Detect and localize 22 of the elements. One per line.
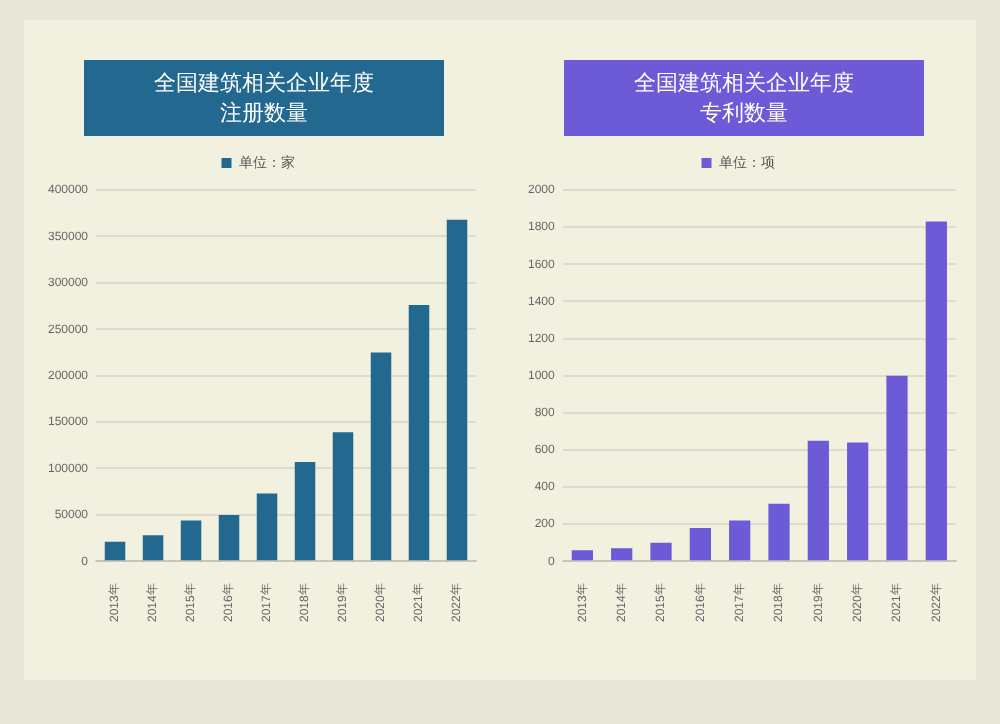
bar [729, 520, 751, 561]
bar [847, 442, 869, 561]
bar [332, 432, 354, 561]
bar [925, 221, 947, 561]
bar [571, 550, 593, 561]
bar [446, 219, 468, 561]
bar [689, 527, 711, 561]
bar [886, 375, 908, 561]
bar [807, 440, 829, 561]
bar [142, 535, 164, 561]
bar [256, 493, 278, 561]
bar [104, 541, 126, 561]
bar [611, 548, 633, 561]
chart-title: 全国建筑相关企业年度注册数量 [84, 60, 444, 136]
bar [768, 503, 790, 561]
bar [370, 352, 392, 561]
bar [408, 305, 430, 561]
bar [218, 514, 240, 561]
bar [294, 461, 316, 561]
chart-title: 全国建筑相关企业年度专利数量 [564, 60, 924, 136]
bar [650, 542, 672, 561]
bar [180, 520, 202, 561]
